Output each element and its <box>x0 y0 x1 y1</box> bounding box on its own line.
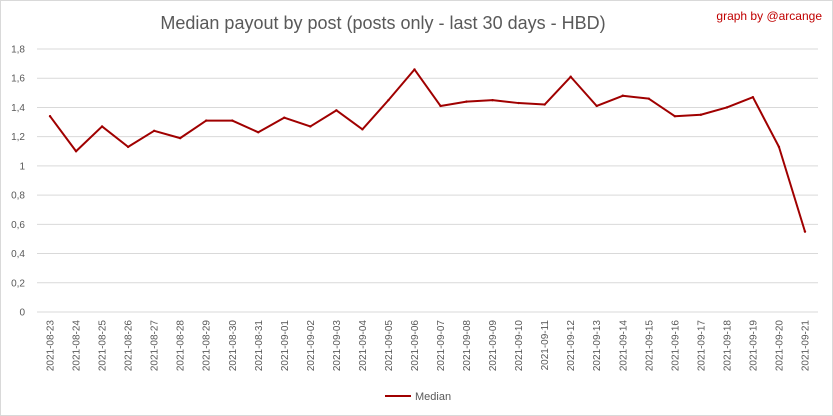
data-point <box>413 68 416 71</box>
x-tick-label: 2021-09-21 <box>800 320 811 372</box>
y-tick-label: 0,8 <box>11 191 25 202</box>
x-tick-label: 2021-08-30 <box>228 320 239 372</box>
data-point <box>74 150 78 153</box>
x-tick-label: 2021-09-14 <box>618 320 629 372</box>
data-point <box>309 125 312 128</box>
data-point <box>439 104 442 108</box>
data-point <box>517 101 520 105</box>
data-point <box>595 104 598 108</box>
x-tick-label: 2021-09-18 <box>722 320 733 372</box>
y-tick-label: 0,4 <box>11 249 25 260</box>
data-point <box>621 94 624 97</box>
data-point <box>673 115 677 118</box>
x-tick-label: 2021-09-07 <box>436 320 447 372</box>
x-tick-label: 2021-09-09 <box>488 320 499 372</box>
data-point <box>803 230 807 233</box>
x-axis-ticks: 2021-08-23 2021-08-24 2021-08-25 2021-08-26… <box>46 320 812 372</box>
data-point <box>751 96 755 99</box>
data-point <box>335 109 338 112</box>
series-line-median <box>49 68 806 233</box>
x-tick-label: 2021-09-02 <box>306 320 317 372</box>
data-point <box>491 98 494 102</box>
x-tick-label: 2021-09-04 <box>358 320 369 372</box>
y-tick-label: 1,8 <box>11 45 25 56</box>
data-point <box>699 113 703 116</box>
y-tick-label: 1,6 <box>11 74 25 85</box>
data-point <box>465 100 468 103</box>
data-point <box>543 103 546 106</box>
legend-label-median: Median <box>415 391 451 403</box>
data-point <box>647 97 650 100</box>
data-point <box>725 106 729 109</box>
data-point <box>361 128 364 131</box>
x-tick-label: 2021-08-26 <box>124 320 135 372</box>
x-tick-label: 2021-09-10 <box>514 320 525 372</box>
x-tick-label: 2021-09-16 <box>670 320 681 372</box>
chart-title: Median payout by post (posts only - last… <box>160 13 605 33</box>
x-tick-label: 2021-09-01 <box>280 320 291 372</box>
data-point <box>283 116 286 119</box>
x-tick-label: 2021-09-05 <box>384 320 395 372</box>
x-tick-label: 2021-09-15 <box>644 320 655 372</box>
x-tick-label: 2021-08-24 <box>72 320 83 372</box>
data-point <box>257 131 260 134</box>
x-tick-label: 2021-09-03 <box>332 320 343 372</box>
series-layer <box>48 68 807 233</box>
y-tick-label: 1,4 <box>11 103 25 114</box>
x-tick-label: 2021-08-29 <box>202 320 213 372</box>
data-point <box>152 129 156 133</box>
x-tick-label: 2021-08-25 <box>98 320 109 372</box>
x-tick-label: 2021-09-13 <box>592 320 603 372</box>
x-tick-label: 2021-09-06 <box>410 320 421 372</box>
y-tick-label: 0,6 <box>11 220 25 231</box>
data-point <box>100 125 104 128</box>
data-point <box>231 119 234 122</box>
grid-lines <box>37 48 818 313</box>
x-tick-label: 2021-08-23 <box>46 320 57 372</box>
x-tick-label: 2021-09-17 <box>696 320 707 372</box>
data-point <box>126 145 130 149</box>
x-tick-label: 2021-09-12 <box>566 320 577 372</box>
y-tick-label: 0 <box>19 308 25 319</box>
y-tick-label: 0,2 <box>11 278 25 289</box>
y-tick-label: 1 <box>19 161 25 172</box>
x-tick-label: 2021-09-19 <box>748 320 759 372</box>
data-point <box>777 145 781 149</box>
data-point <box>48 115 52 118</box>
x-tick-label: 2021-08-28 <box>176 320 187 372</box>
y-axis-ticks: 0 0,2 0,4 0,6 0,8 1 1,2 1,4 1,6 1,8 <box>11 45 25 319</box>
x-tick-label: 2021-09-11 <box>540 320 551 371</box>
legend: Median <box>385 391 451 403</box>
chart-credit: graph by @arcange <box>716 9 822 23</box>
data-point <box>569 75 572 78</box>
y-tick-label: 1,2 <box>11 132 25 143</box>
x-tick-label: 2021-09-08 <box>462 320 473 372</box>
data-point <box>387 98 390 102</box>
x-tick-label: 2021-09-20 <box>774 320 785 372</box>
x-tick-label: 2021-08-31 <box>254 320 265 372</box>
data-point <box>205 119 208 122</box>
data-point <box>178 136 182 140</box>
x-tick-label: 2021-08-27 <box>150 320 161 372</box>
